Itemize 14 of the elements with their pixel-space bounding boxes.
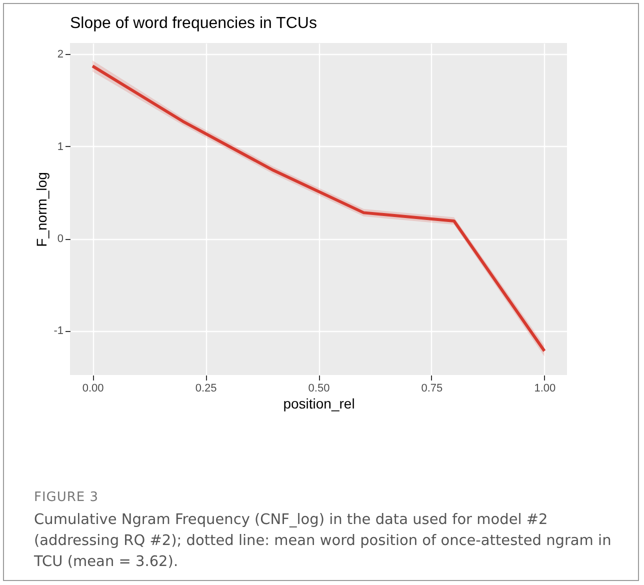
y-axis-title: F_norm_log [34,172,50,247]
x-tick-label: 0.25 [195,382,217,394]
y-tick-label: 0 [57,233,64,246]
y-tick-label: 1 [57,140,64,153]
x-tick-label: 0.00 [82,382,104,394]
caption: FIGURE 3 [34,490,99,505]
x-tick-label: 1.00 [534,382,556,394]
y-tick-label: 2 [57,48,64,61]
x-tick-label: 0.75 [421,382,443,394]
x-axis-title: position_rel [283,396,355,412]
x-tick-label: 0.50 [308,382,330,394]
text: Cumulative Ngram Frequency (CNF_log) in the data used for model #2 (addressing RQ #2); dotted line: mean word position of once-attested ngram in TCU (mean = 3.62). [34,511,612,572]
y-tick-label: -1 [54,325,64,338]
chart-title: Slope of word frequencies in TCUs [70,15,317,32]
